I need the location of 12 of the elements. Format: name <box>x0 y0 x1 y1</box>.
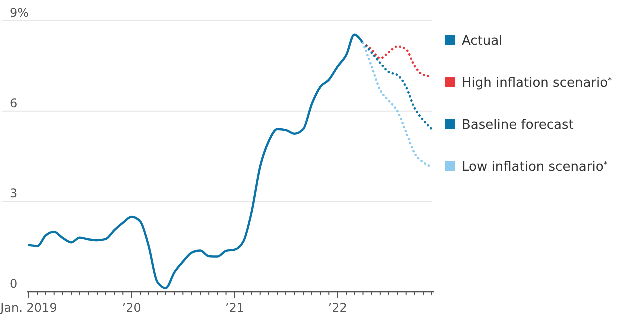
legend-label: Actual <box>462 34 503 49</box>
legend-label: High inflation scenario$^{*}$ <box>462 76 612 91</box>
x-tick-label: ’22 <box>328 301 348 315</box>
legend-label: Low inflation scenario$^{*}$ <box>462 160 608 175</box>
y-tick-label: 0 <box>10 277 18 291</box>
x-tick-label: ’20 <box>122 301 142 315</box>
y-tick-label: 3 <box>10 186 18 201</box>
y-tick-label: 9% <box>10 6 30 20</box>
legend-label: Baseline forecast <box>462 118 574 133</box>
x-tick-label: ’21 <box>225 301 245 315</box>
y-tick-label: 6 <box>10 96 18 110</box>
x-tick-label: Jan. 2019 <box>0 301 58 315</box>
